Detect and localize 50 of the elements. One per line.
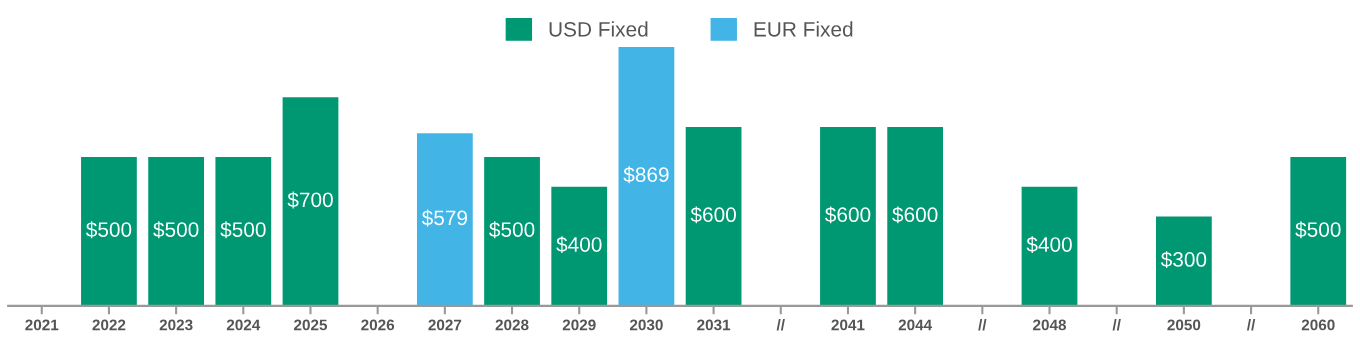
data-label: $700 <box>287 191 333 209</box>
x-tick-label: 2027 <box>428 319 462 331</box>
x-tick-label: 2050 <box>1167 319 1201 331</box>
x-tick-label: 2023 <box>159 319 193 331</box>
data-label: $400 <box>1026 236 1072 254</box>
x-tick-label: // <box>1246 319 1256 331</box>
x-tick-label: // <box>1112 319 1121 331</box>
bar <box>1290 156 1347 306</box>
bar <box>1156 216 1212 306</box>
data-label: $500 <box>220 221 266 239</box>
legend-label: EUR Fixed <box>754 21 853 37</box>
data-label: $500 <box>85 221 132 239</box>
x-tick-label: 2060 <box>1301 319 1335 331</box>
x-tick-label: 2041 <box>831 319 865 331</box>
x-tick-label: 2028 <box>495 319 529 331</box>
bar <box>416 133 473 306</box>
bar <box>282 97 339 306</box>
bar <box>215 156 272 306</box>
data-label: $500 <box>489 221 535 239</box>
bar <box>81 156 137 306</box>
x-tick-label: 2024 <box>226 319 261 331</box>
bar <box>618 46 675 306</box>
bar <box>685 127 742 306</box>
x-tick-label: 2044 <box>898 319 933 331</box>
data-label: $600 <box>690 206 736 224</box>
x-tick-label: 2030 <box>629 319 663 331</box>
x-tick-label: // <box>776 319 785 331</box>
x-tick-label: // <box>978 319 987 331</box>
data-label: $300 <box>1160 251 1207 269</box>
data-label: $600 <box>825 206 871 224</box>
bar <box>820 127 876 306</box>
x-tick-label: 2021 <box>25 319 59 331</box>
data-label: $869 <box>623 166 669 184</box>
bar <box>551 186 608 306</box>
data-label: $600 <box>892 206 938 224</box>
x-tick-label: 2022 <box>92 319 126 331</box>
data-label: $579 <box>421 209 468 227</box>
bar <box>1021 186 1078 306</box>
x-tick-label: 2048 <box>1033 319 1067 331</box>
x-tick-label: 2026 <box>361 319 395 331</box>
bar <box>887 127 944 306</box>
bar <box>148 156 204 306</box>
data-label: $500 <box>153 221 199 239</box>
legend-label: USD Fixed <box>549 21 648 37</box>
x-tick-label: 2031 <box>697 319 731 331</box>
x-tick-label: 2029 <box>562 319 596 331</box>
data-label: $500 <box>1295 221 1341 239</box>
bar <box>484 156 540 306</box>
data-label: $400 <box>556 236 602 254</box>
x-tick-label: 2025 <box>294 319 328 331</box>
